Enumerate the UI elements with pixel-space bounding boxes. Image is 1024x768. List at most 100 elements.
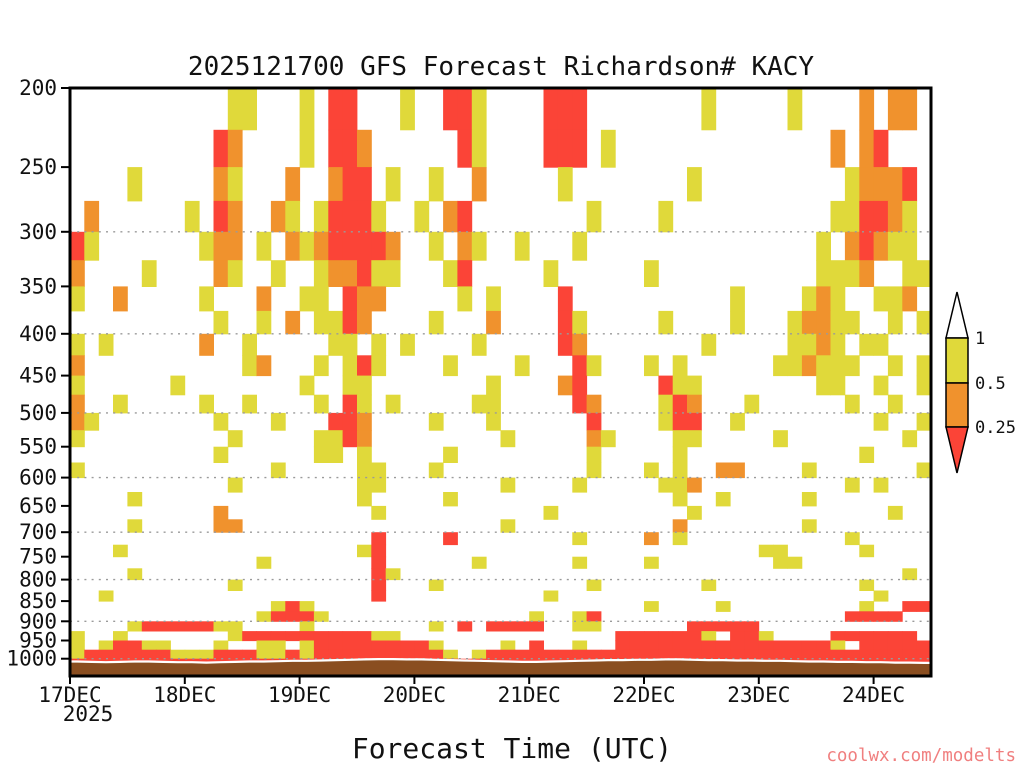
ri-cell [830,631,846,642]
ri-cell [400,333,415,356]
ri-cell [859,231,875,261]
ri-cell [357,310,372,335]
ri-cell [801,492,817,507]
ri-cell [744,631,760,642]
ri-cell [758,640,774,651]
ri-cell [84,649,100,660]
ri-cell [199,649,214,660]
ri-cell [887,231,903,261]
ri-cell [557,167,573,202]
ri-cell [113,286,128,312]
ri-cell [873,631,889,642]
ri-cell [543,129,559,168]
ri-cell [428,649,444,660]
ri-cell [285,649,301,660]
ri-cell [557,310,573,335]
ri-cell [787,333,803,356]
ri-cell [758,649,774,660]
ri-cell [658,375,674,396]
ri-cell [313,310,329,335]
ri-cell [98,649,114,660]
ri-cell [801,519,817,533]
ri-cell [902,568,918,581]
ri-cell [227,430,243,448]
ri-cell [816,355,831,377]
ri-cell [256,631,272,642]
ri-cell [916,375,932,396]
y-tick-label: 850 [19,589,57,613]
ri-cell [385,231,401,261]
ri-cell [313,611,329,622]
ri-cell [773,640,788,651]
ri-cell [572,611,588,622]
ri-cell [658,310,674,335]
y-axis: 200 250 300 350 400 450 500 550 600 6507007508008… [6,76,70,671]
ri-cell [127,640,143,651]
ri-cell [830,129,846,168]
ri-cell [313,394,329,414]
ri-cell [371,640,387,651]
ri-cell [801,649,817,660]
ri-cell [342,640,358,651]
ri-cell [830,310,846,335]
ri-cell [816,333,831,356]
ri-cell [744,394,760,414]
ri-cell [256,355,272,377]
ri-cell [70,462,85,479]
ri-cell [715,640,731,651]
ri-cell [500,640,516,651]
ri-cell [385,167,401,202]
ri-cell [687,477,702,493]
ri-cell [342,355,358,377]
x-tick-label: 17DEC [38,683,101,707]
ri-cell [887,640,903,651]
ri-cell [672,412,688,431]
ri-cell [701,579,717,591]
ri-cell [299,621,315,632]
colorbar-bottom-arrow [945,426,969,474]
ri-cell [658,394,674,414]
y-tick-label: 600 [19,466,57,490]
ri-cell [313,640,329,651]
ri-cell [313,200,329,233]
ri-cell [687,412,702,431]
ri-cell [385,631,401,642]
ri-cell [170,375,186,396]
ri-cell [98,640,114,651]
ri-cell [313,355,329,377]
ri-cell [572,532,588,546]
ri-cell [787,310,803,335]
ri-cell [744,621,760,632]
ri-cell [629,649,645,660]
ri-cell [371,590,387,602]
ri-cell [199,231,214,261]
colorbar-label: 0.5 [975,374,1006,394]
ri-cell [170,649,186,660]
ri-cell [887,200,903,233]
ri-cell [141,640,157,651]
ri-cell [644,649,659,660]
ri-cell [242,355,257,377]
ri-cell [428,310,444,335]
y-tick-label: 350 [19,274,57,298]
ri-cell [342,310,358,335]
ri-cell [328,446,344,463]
ri-cell [887,611,903,622]
ri-cell [299,286,315,312]
ri-cell [572,333,588,356]
ri-cell [572,477,588,493]
x-axis-year-label: 2025 [63,702,114,726]
ri-cell [859,611,875,622]
ri-cell [500,621,516,632]
ri-cell [457,260,473,287]
ri-cell [213,621,229,632]
y-tick-label: 1000 [6,647,57,671]
ri-cell [916,355,932,377]
ri-cell [328,412,344,431]
ri-cell [299,129,315,168]
ri-cell [328,88,344,131]
ri-cell [787,640,803,651]
ri-cell [744,640,760,651]
ri-cell [672,477,688,493]
ri-cell [371,544,387,558]
